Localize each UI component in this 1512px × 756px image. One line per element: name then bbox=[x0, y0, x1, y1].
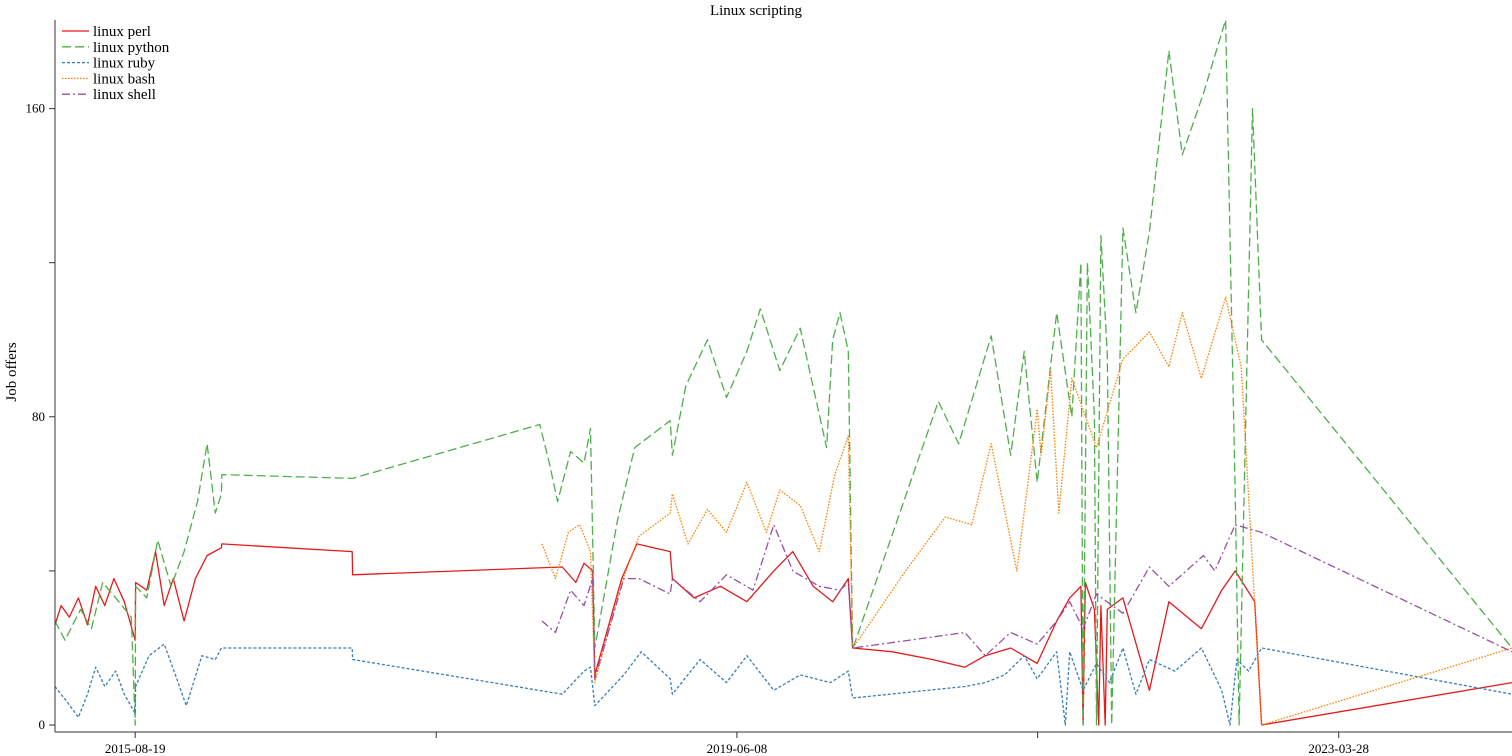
series-line-linux-shell bbox=[541, 524, 1512, 680]
y-tick-label: 160 bbox=[26, 101, 46, 116]
legend-entry: linux python bbox=[93, 40, 170, 56]
plot-area bbox=[54, 19, 1512, 726]
legend-entry: linux perl bbox=[93, 24, 151, 40]
x-ticks: 2015-08-19 2019-06-08 2023-03-28 bbox=[105, 732, 1369, 756]
y-axis-label: Job offers bbox=[4, 342, 20, 401]
series-line-linux-python bbox=[54, 19, 1512, 726]
y-tick-label: 0 bbox=[39, 717, 46, 732]
legend-entry: linux bash bbox=[93, 71, 156, 87]
x-tick-label: 2019-06-08 bbox=[707, 741, 768, 756]
y-ticks: 0 80 160 bbox=[26, 101, 55, 732]
series-line-linux-ruby bbox=[54, 643, 1512, 726]
axes bbox=[54, 20, 1512, 733]
y-tick-label: 80 bbox=[32, 409, 45, 424]
x-tick-label: 2015-08-19 bbox=[105, 741, 166, 756]
series-line-linux-perl bbox=[54, 543, 1512, 726]
x-tick-label: 2023-03-28 bbox=[1308, 741, 1369, 756]
legend-entry: linux ruby bbox=[93, 56, 156, 72]
chart-title: Linux scripting bbox=[710, 3, 803, 19]
legend-entry: linux shell bbox=[93, 87, 156, 103]
